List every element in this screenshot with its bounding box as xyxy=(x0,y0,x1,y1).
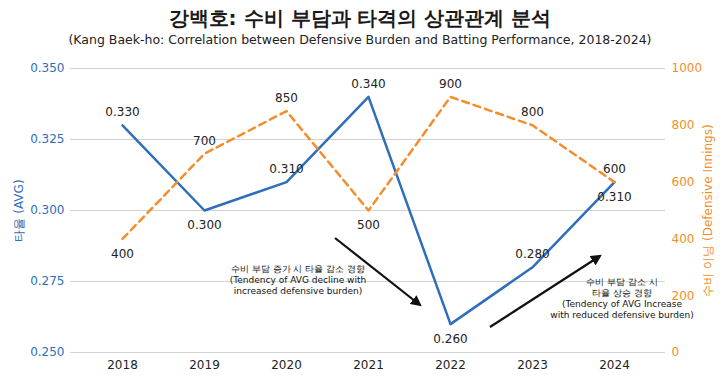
svg-text:2023: 2023 xyxy=(517,358,548,372)
svg-text:타율 (AVG): 타율 (AVG) xyxy=(12,179,26,241)
svg-text:0.260: 0.260 xyxy=(433,332,467,346)
svg-text:0.250: 0.250 xyxy=(30,345,64,359)
svg-text:2020: 2020 xyxy=(271,358,302,372)
svg-text:400: 400 xyxy=(111,247,134,261)
svg-text:700: 700 xyxy=(193,134,216,148)
svg-text:0.275: 0.275 xyxy=(30,274,64,288)
svg-text:0.350: 0.350 xyxy=(30,61,64,75)
svg-text:200: 200 xyxy=(671,288,695,303)
svg-text:0.310: 0.310 xyxy=(269,162,303,176)
svg-text:2022: 2022 xyxy=(435,358,466,372)
svg-text:0: 0 xyxy=(672,345,680,359)
svg-text:수비 부담 감소 시타율 상승 경향(Tendency of: 수비 부담 감소 시타율 상승 경향(Tendency of AVG Incre… xyxy=(550,277,693,320)
svg-text:400: 400 xyxy=(672,232,695,246)
svg-text:수비 이닝 (Defensive Innings): 수비 이닝 (Defensive Innings) xyxy=(701,124,715,296)
svg-text:0.300: 0.300 xyxy=(187,218,221,232)
html-text:(Kang Baek-ho: Correlation bet: (Kang Baek-ho: Correlation between Defen… xyxy=(68,32,652,47)
svg-text:2024: 2024 xyxy=(599,358,630,372)
svg-text:0.340: 0.340 xyxy=(351,77,385,91)
svg-text:500: 500 xyxy=(357,218,380,232)
svg-text:2018: 2018 xyxy=(107,358,138,372)
svg-text:수비 부담 증가 시 타율 감소 경향(Tendency o: 수비 부담 증가 시 타율 감소 경향(Tendency of AVG decl… xyxy=(230,264,366,296)
svg-text:900: 900 xyxy=(439,77,462,91)
svg-text:850: 850 xyxy=(275,91,298,105)
svg-text:0.300: 0.300 xyxy=(30,203,64,217)
svg-text:2019: 2019 xyxy=(189,358,220,372)
svg-text:800: 800 xyxy=(672,118,695,132)
svg-text:2021: 2021 xyxy=(353,358,384,372)
svg-text:600: 600 xyxy=(603,162,626,176)
svg-text:800: 800 xyxy=(521,105,544,119)
svg-text:0.310: 0.310 xyxy=(597,190,631,204)
svg-text:0.325: 0.325 xyxy=(30,132,64,146)
svg-text:0.280: 0.280 xyxy=(515,247,549,261)
html-text:강백호: 수비 부담과 타격의 상관관계 분석: 강백호: 수비 부담과 타격의 상관관계 분석 xyxy=(168,6,552,30)
svg-text:1000: 1000 xyxy=(672,61,703,75)
svg-text:0.330: 0.330 xyxy=(105,105,139,119)
svg-text:600: 600 xyxy=(672,175,695,189)
